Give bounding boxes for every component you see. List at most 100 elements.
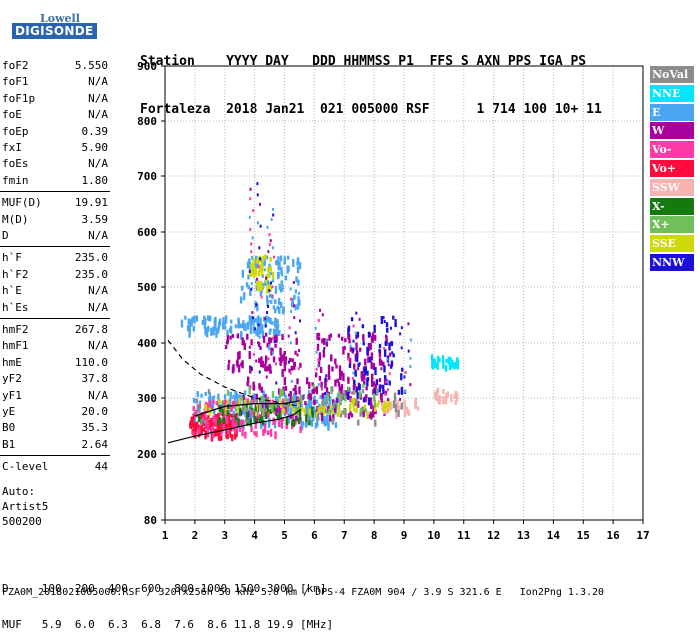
echo-point <box>380 359 383 366</box>
echo-point <box>301 421 304 427</box>
echo-point <box>355 311 358 315</box>
auto-program: Artist5 <box>2 500 49 513</box>
echo-point <box>325 374 328 378</box>
echo-point <box>274 308 277 314</box>
echo-point <box>372 393 376 402</box>
echo-point <box>342 346 345 355</box>
echo-point <box>290 309 293 313</box>
echo-point <box>405 408 409 415</box>
echo-point <box>297 279 300 286</box>
muf-distance-row: D 100 200 400 600 800 1000 1500 3000 [km… <box>2 582 327 595</box>
echo-point <box>322 349 325 358</box>
echo-point <box>355 407 358 414</box>
echo-point <box>394 319 397 328</box>
echo-point <box>369 397 373 406</box>
echo-point <box>320 404 323 413</box>
echo-point <box>259 345 262 350</box>
echo-point <box>269 365 272 374</box>
echo-point <box>206 422 210 431</box>
x-tick-label: 8 <box>371 529 378 542</box>
echo-point <box>255 303 258 307</box>
echo-point <box>280 416 283 422</box>
echo-point <box>297 367 300 371</box>
param-key: hmF2 <box>2 323 29 336</box>
echo-point <box>259 317 262 325</box>
param-value: 1.80 <box>81 173 109 187</box>
param-key: fxI <box>2 141 22 154</box>
echo-point <box>206 403 210 408</box>
echo-point <box>216 328 220 334</box>
echo-point <box>287 334 290 338</box>
echo-point <box>303 408 306 417</box>
echo-point <box>386 403 389 412</box>
echo-point <box>267 299 270 303</box>
x-tick-label: 3 <box>221 529 228 542</box>
echo-point <box>437 399 440 405</box>
echo-point <box>345 390 348 399</box>
echo-point <box>192 425 196 430</box>
echo-point <box>389 326 392 330</box>
echo-point <box>298 409 302 415</box>
echo-point <box>252 325 256 334</box>
echo-point <box>382 404 385 412</box>
legend-item-ssw: SSW <box>650 178 694 196</box>
echo-point <box>249 413 252 421</box>
echo-point <box>454 400 457 406</box>
echo-point <box>230 405 233 412</box>
echo-point <box>330 386 333 395</box>
echo-point <box>268 233 271 237</box>
echo-point <box>385 334 388 338</box>
echo-point <box>311 411 315 418</box>
echo-point <box>214 322 217 331</box>
echo-point <box>217 326 220 332</box>
echo-point <box>269 328 272 332</box>
echo-point <box>249 418 253 427</box>
echo-point <box>269 408 272 414</box>
echo-point <box>435 393 439 399</box>
echo-point <box>364 396 367 402</box>
echo-point <box>289 357 292 362</box>
echo-point <box>192 431 195 436</box>
echo-point <box>211 396 214 402</box>
echo-point <box>444 364 448 372</box>
echo-point <box>323 337 326 345</box>
echo-point <box>219 426 223 431</box>
echo-point <box>226 335 230 344</box>
echo-point <box>248 215 251 219</box>
echo-point <box>261 401 264 410</box>
echo-point <box>180 319 184 328</box>
echo-point <box>353 380 356 384</box>
echo-point <box>229 398 232 404</box>
x-tick-label: 9 <box>401 529 408 542</box>
echo-point <box>329 397 332 405</box>
echo-point <box>357 363 360 368</box>
echo-point <box>350 398 354 405</box>
echo-point <box>246 261 250 269</box>
echo-point <box>261 330 265 339</box>
echo-point <box>239 407 242 416</box>
echo-point <box>200 393 203 398</box>
echo-point <box>355 332 358 340</box>
echo-point <box>268 293 272 298</box>
param-row-fof1: foF1 N/A <box>0 74 110 90</box>
echo-point <box>240 285 244 291</box>
echo-point <box>335 397 339 403</box>
station-header: Station YYYY DAY DDD HHMMSS P1 FFS S AXN… <box>140 22 602 134</box>
echo-point <box>355 342 358 351</box>
param-key: foEp <box>2 124 29 138</box>
echo-point <box>407 410 411 416</box>
echo-point <box>341 410 344 415</box>
param-key: foEs <box>2 157 29 171</box>
echo-point <box>326 393 330 402</box>
echo-point <box>299 362 302 368</box>
echo-point <box>370 402 373 409</box>
echo-point <box>339 401 343 406</box>
echo-point <box>354 369 357 377</box>
echo-point <box>315 350 318 354</box>
echo-point <box>201 320 205 326</box>
echo-point <box>275 260 278 265</box>
echo-point <box>228 413 231 418</box>
echo-point <box>226 427 230 432</box>
echo-point <box>249 187 252 191</box>
echo-point <box>213 318 217 327</box>
